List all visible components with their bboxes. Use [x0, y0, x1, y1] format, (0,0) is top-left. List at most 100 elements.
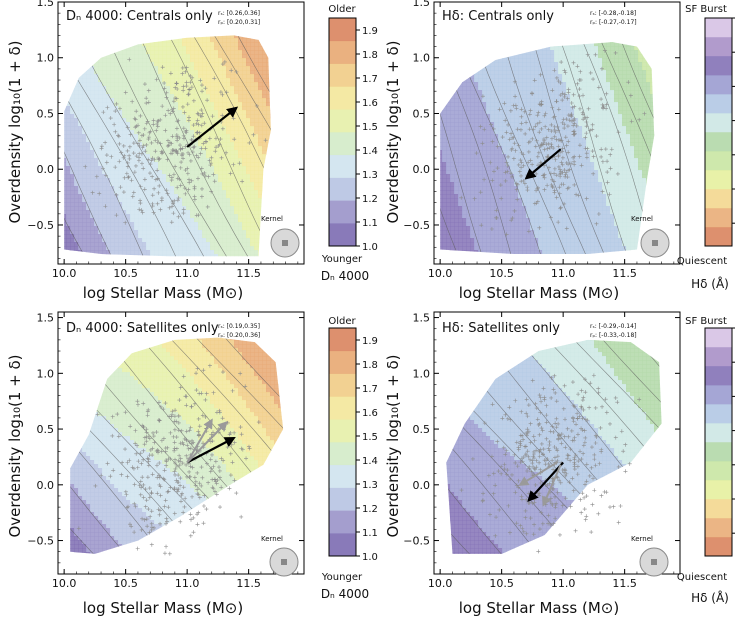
colorbar-segment	[329, 86, 356, 109]
colorbar-segment	[705, 94, 732, 113]
colorbar-segment	[705, 227, 732, 246]
x-tick-label: 10.5	[489, 577, 514, 590]
y-tick-label: 0.5	[413, 107, 431, 120]
galaxy-point	[590, 503, 594, 507]
y-tick-label: 1.0	[37, 367, 55, 380]
y-tick-label: 1.5	[413, 0, 431, 9]
colorbar-title: Dₙ 4000	[321, 269, 369, 283]
colorbar-tick-label: 1.1	[362, 528, 378, 539]
x-tick-label: 10.0	[428, 577, 453, 590]
x-tick-label: 10.0	[52, 577, 77, 590]
galaxy-point	[164, 545, 168, 549]
colorbar-segment	[705, 328, 732, 347]
galaxy-point	[558, 533, 562, 537]
galaxy-point	[583, 507, 587, 511]
colorbar-segment	[705, 461, 732, 480]
colorbar-segment	[329, 200, 356, 223]
colorbar-tick-label: 1.7	[362, 384, 378, 395]
colorbar-tick-label: 1.0	[362, 242, 378, 253]
colorbar-segment	[329, 223, 356, 246]
galaxy-point	[603, 490, 607, 494]
corr-rs: rₛ: [0.19,0.35]	[218, 323, 260, 330]
galaxy-point	[608, 505, 612, 509]
x-tick-label: 10.5	[113, 577, 138, 590]
colorbar-top-label: SF Burst	[685, 316, 727, 327]
y-tick-label: 1.5	[37, 0, 55, 9]
colorbar-bottom-label: Younger	[321, 572, 363, 583]
colorbar-bottom-label: Younger	[321, 254, 363, 265]
x-tick-label: 11.5	[236, 267, 261, 280]
colorbar-segment	[705, 404, 732, 423]
y-axis-label: Overdensity log₁₀(1 + δ)	[384, 40, 402, 223]
y-tick-label: −0.5	[403, 535, 430, 548]
colorbar-segment	[705, 113, 732, 132]
galaxy-point	[617, 520, 621, 524]
colorbar-segment	[329, 419, 356, 442]
galaxy-point	[234, 491, 238, 495]
corr-rs: rₛ: [0.26,0.36]	[218, 10, 260, 17]
contour-fill	[434, 2, 682, 266]
kernel-center-icon	[652, 240, 658, 246]
colorbar-tick-label: 1.9	[362, 336, 378, 347]
galaxy-point	[589, 530, 593, 534]
colorbar-segment	[705, 423, 732, 442]
corr-rp: rₚ: [0.20,0.36]	[218, 332, 260, 339]
kernel-label: Kernel	[261, 215, 283, 223]
y-tick-label: −0.5	[27, 535, 54, 548]
corr-rs: rₛ: [-0.28,-0.18]	[590, 10, 636, 17]
galaxy-point	[574, 529, 578, 533]
colorbar: −1.50.01.53.04.56.07.5	[705, 14, 735, 246]
colorbar-segment	[329, 396, 356, 419]
x-tick-label: 10.0	[52, 267, 77, 280]
colorbar-segment	[705, 170, 732, 189]
kernel-center-icon	[281, 559, 287, 565]
x-tick-label: 11.5	[612, 267, 637, 280]
galaxy-point	[191, 530, 195, 534]
colorbar-tick-label: 1.5	[362, 432, 378, 443]
colorbar-segment	[329, 18, 356, 41]
colorbar-title: Hδ (Å)	[691, 276, 729, 291]
corr-rp: rₚ: [-0.27,-0.17]	[590, 19, 637, 26]
galaxy-point	[239, 515, 243, 519]
colorbar-segment	[329, 328, 356, 351]
colorbar-segment	[329, 132, 356, 155]
y-axis-label: Overdensity log₁₀(1 + δ)	[6, 354, 24, 537]
colorbar-segment	[705, 537, 732, 556]
y-tick-label: −0.5	[403, 219, 430, 232]
colorbar-tick-label: 1.0	[362, 552, 378, 563]
y-axis-label: Overdensity log₁₀(1 + δ)	[6, 40, 24, 223]
y-tick-label: 1.5	[413, 312, 431, 325]
galaxy-point	[150, 543, 154, 547]
colorbar-segment	[329, 442, 356, 465]
x-axis-label: log Stellar Mass (M⊙)	[83, 599, 243, 617]
x-axis-label: log Stellar Mass (M⊙)	[459, 284, 619, 302]
colorbar-segment	[329, 155, 356, 178]
x-axis-label: log Stellar Mass (M⊙)	[459, 599, 619, 617]
y-tick-label: 0.0	[413, 163, 431, 176]
colorbar-segment	[705, 132, 732, 151]
galaxy-point	[136, 547, 140, 551]
colorbar-segment	[705, 347, 732, 366]
colorbar-tick-label: 1.6	[362, 98, 378, 109]
colorbar-title: Dₙ 4000	[321, 587, 369, 601]
corr-rp: rₚ: [0.20,0.31]	[218, 19, 260, 26]
kernel-label: Kernel	[261, 535, 283, 543]
colorbar-segment	[705, 366, 732, 385]
colorbar-segment	[705, 385, 732, 404]
colorbar-segment	[329, 510, 356, 533]
x-tick-label: 11.5	[236, 577, 261, 590]
corr-rs: rₛ: [-0.29,-0.14]	[590, 323, 636, 330]
colorbar-segment	[705, 151, 732, 170]
contour-fill	[58, 2, 306, 266]
colorbar-segment	[329, 64, 356, 87]
galaxy-point	[202, 521, 206, 525]
galaxy-point	[584, 518, 588, 522]
galaxy-point	[578, 498, 582, 502]
galaxy-point	[191, 516, 195, 520]
kernel-center-icon	[651, 559, 657, 565]
galaxy-point	[599, 494, 603, 498]
colorbar: 1.01.11.21.31.41.51.61.71.81.9	[329, 18, 378, 253]
colorbar: −1.50.01.53.04.56.07.5	[705, 324, 735, 556]
